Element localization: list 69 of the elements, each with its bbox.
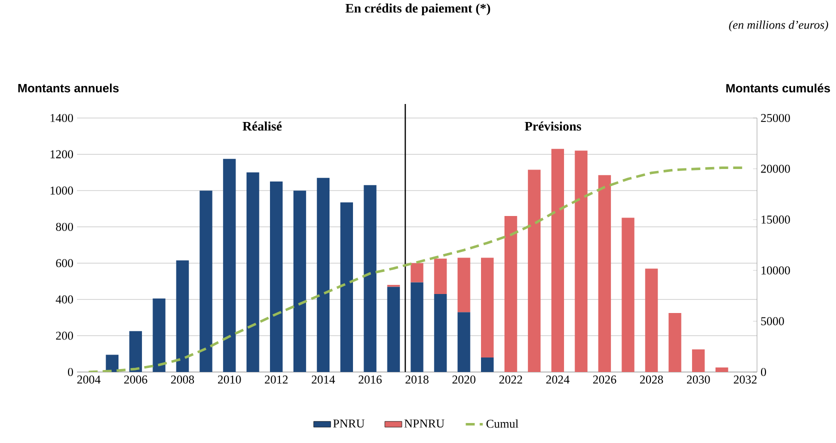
y-tick-label: 1200	[50, 150, 74, 158]
chart-subtitle: (en millions d’euros)	[729, 20, 828, 32]
x-tick-label: 2012	[264, 376, 288, 384]
y2-tick-label: 20000	[761, 164, 790, 173]
x-tick-label: 2018	[406, 376, 428, 384]
x-tick-label: 2010	[218, 376, 241, 384]
y-tick-label: 200	[56, 332, 74, 340]
y-axis-title: Montants annuels	[18, 84, 119, 92]
x-tick-label: 2020	[452, 376, 476, 384]
x-tick-label: 2016	[358, 376, 382, 384]
bar	[270, 182, 283, 372]
bar	[246, 172, 260, 372]
x-tick-label: 2004	[77, 376, 100, 384]
y-tick-label: 1400	[50, 114, 74, 122]
y2-tick-label: 5000	[761, 317, 784, 326]
x-tick-label: 2008	[171, 376, 194, 384]
bar	[598, 175, 611, 372]
y2-tick-label: 10000	[762, 266, 790, 274]
x-tick-label: 2032	[734, 376, 757, 384]
bar	[434, 258, 447, 294]
annotation: Réalisé	[242, 122, 282, 131]
x-tick-label: 2014	[312, 376, 335, 384]
y2-tick-label: 0	[760, 368, 766, 376]
y-tick-label: 0	[68, 368, 74, 376]
bar	[504, 216, 518, 372]
legend-label: NPNRU	[404, 420, 444, 428]
bar	[340, 202, 353, 372]
bar	[622, 218, 634, 372]
bar	[645, 268, 658, 372]
bar	[434, 294, 447, 372]
x-tick-label: 2022	[499, 376, 522, 384]
legend-label: PNRU	[333, 420, 364, 428]
bar	[200, 190, 212, 372]
bar	[410, 282, 424, 372]
y2-tick-label: 15000	[762, 216, 790, 224]
bar	[176, 260, 189, 372]
x-tick-label: 2024	[546, 376, 570, 384]
bar	[152, 298, 166, 372]
x-tick-label: 2006	[124, 376, 148, 384]
x-tick-label: 2026	[593, 376, 616, 384]
bar	[481, 357, 494, 372]
x-tick-label: 2030	[686, 376, 710, 384]
bar	[410, 263, 424, 282]
bar	[316, 178, 330, 372]
bar	[716, 367, 728, 372]
bar	[387, 286, 400, 372]
bar	[458, 312, 470, 372]
y-tick-label: 400	[56, 295, 74, 304]
bar	[293, 190, 306, 372]
y2-axis-title: Montants cumulés	[726, 84, 830, 92]
annotation: Prévisions	[524, 122, 582, 131]
bar	[528, 170, 541, 372]
bar	[481, 258, 494, 358]
bar	[129, 331, 142, 372]
bar	[668, 313, 682, 372]
y-tick-label: 1000	[50, 186, 74, 195]
bar	[692, 349, 705, 372]
y-tick-label: 800	[56, 222, 74, 231]
bar	[364, 185, 376, 372]
y-tick-label: 600	[56, 259, 74, 268]
bar	[223, 158, 236, 372]
x-tick-label: 2028	[640, 376, 663, 384]
bar	[458, 258, 470, 312]
y2-tick-label: 25000	[761, 114, 790, 122]
bar	[551, 148, 564, 372]
bar	[106, 354, 119, 372]
legend-label: Cumul	[486, 419, 518, 428]
bar	[574, 150, 588, 372]
chart-title: En crédits de paiement (*)	[346, 4, 490, 16]
